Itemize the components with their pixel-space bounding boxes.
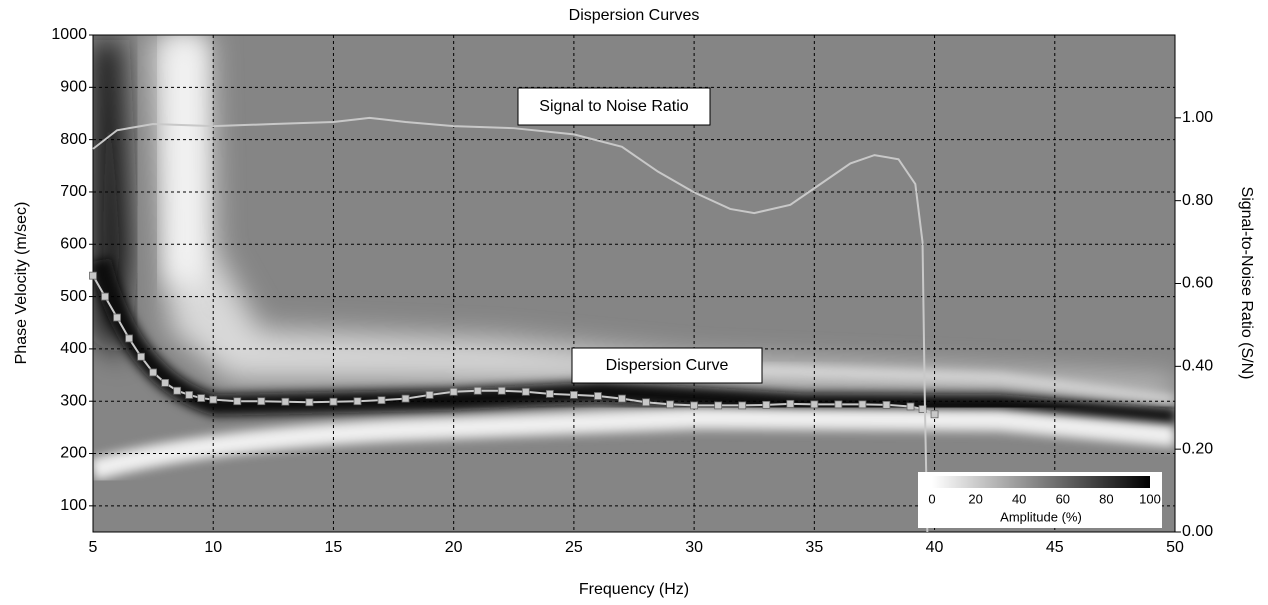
y2-tick-label: 0.60 xyxy=(1182,275,1213,292)
data-point xyxy=(786,399,795,408)
y-tick-label: 500 xyxy=(60,288,87,305)
data-point xyxy=(882,400,891,409)
data-point xyxy=(449,387,458,396)
colorbar-title: Amplitude (%) xyxy=(1000,509,1082,524)
annotation: Signal to Noise Ratio xyxy=(539,98,689,115)
data-point xyxy=(594,392,602,400)
colorbar-tick-label: 80 xyxy=(1099,491,1113,506)
x-tick-label: 40 xyxy=(926,539,944,556)
data-point xyxy=(185,391,194,399)
x-tick-label: 25 xyxy=(565,539,583,556)
y2-tick-label: 0.40 xyxy=(1182,358,1213,375)
data-point xyxy=(125,334,133,343)
y-tick-label: 1000 xyxy=(51,26,87,43)
x-tick-label: 45 xyxy=(1046,539,1064,556)
data-point xyxy=(173,386,182,395)
data-point xyxy=(401,394,410,403)
data-point xyxy=(497,386,506,395)
data-point xyxy=(329,397,338,406)
data-point xyxy=(137,352,145,361)
colorbar-ticks: 0 20 40 60 80 100 xyxy=(928,491,1160,506)
data-point xyxy=(377,396,386,405)
data-point xyxy=(918,405,927,413)
y-axis-title: Phase Velocity (m/sec) xyxy=(13,202,30,365)
colorbar-tick-label: 100 xyxy=(1139,491,1161,506)
x-tick-label: 5 xyxy=(89,539,98,556)
x-axis-title: Frequency (Hz) xyxy=(579,581,689,598)
colorbar-tick-label: 20 xyxy=(968,491,982,506)
data-point xyxy=(690,401,699,410)
data-point xyxy=(209,395,218,404)
annotation-box xyxy=(517,87,711,126)
data-point xyxy=(521,387,530,396)
y2-tick-label: 1.00 xyxy=(1182,109,1213,126)
data-point xyxy=(930,410,939,419)
y-tick-label: 800 xyxy=(60,131,87,148)
data-point xyxy=(197,394,206,402)
data-point xyxy=(545,389,554,398)
y2-tick-label: 0.00 xyxy=(1182,523,1213,540)
data-point xyxy=(149,368,158,377)
data-point xyxy=(353,397,362,406)
y-tick-label: 200 xyxy=(60,445,87,462)
x-tick-label: 10 xyxy=(204,539,222,556)
data-point xyxy=(738,401,747,410)
data-point xyxy=(89,271,97,280)
data-point xyxy=(281,397,290,406)
data-point xyxy=(858,400,867,409)
colorbar-tick-label: 0 xyxy=(928,491,935,506)
chart-title: Dispersion Curves xyxy=(569,7,700,24)
data-point xyxy=(113,313,121,322)
x-tick-label: 15 xyxy=(325,539,343,556)
x-tick-label: 20 xyxy=(445,539,463,556)
y-tick-label: 400 xyxy=(60,340,87,357)
annotation-box xyxy=(571,347,763,384)
colorbar-tick-label: 40 xyxy=(1012,491,1026,506)
data-point xyxy=(305,398,314,407)
y-tick-label: 600 xyxy=(60,235,87,252)
data-point xyxy=(762,400,771,409)
series-line xyxy=(92,116,929,533)
y-tick-label: 900 xyxy=(60,79,87,96)
y2-axis-title: Signal-to-Noise Ratio (S/N) xyxy=(1238,187,1255,380)
data-point xyxy=(714,401,723,410)
data-point xyxy=(642,398,650,407)
data-point xyxy=(810,400,819,409)
series xyxy=(89,116,939,533)
data-point xyxy=(666,400,674,409)
y2-tick-label: 0.80 xyxy=(1182,192,1213,209)
y-tick-label: 700 xyxy=(60,183,87,200)
data-point xyxy=(906,402,915,411)
data-point xyxy=(618,394,626,403)
data-point xyxy=(569,391,578,399)
colorbar xyxy=(932,476,1150,488)
data-point xyxy=(161,378,170,387)
annotation: Dispersion Curve xyxy=(606,357,729,374)
x-tick-label: 50 xyxy=(1166,539,1184,556)
x-tick-label: 30 xyxy=(685,539,703,556)
data-point xyxy=(425,391,434,399)
data-point xyxy=(101,292,109,301)
colorbar-tick-label: 60 xyxy=(1056,491,1070,506)
y2-tick-label: 0.20 xyxy=(1182,440,1213,457)
data-point xyxy=(834,400,843,409)
data-point xyxy=(233,397,242,406)
data-point xyxy=(257,397,266,406)
y-tick-label: 100 xyxy=(60,497,87,514)
y-tick-label: 300 xyxy=(60,392,87,409)
data-point xyxy=(473,386,482,395)
x-tick-label: 35 xyxy=(805,539,823,556)
